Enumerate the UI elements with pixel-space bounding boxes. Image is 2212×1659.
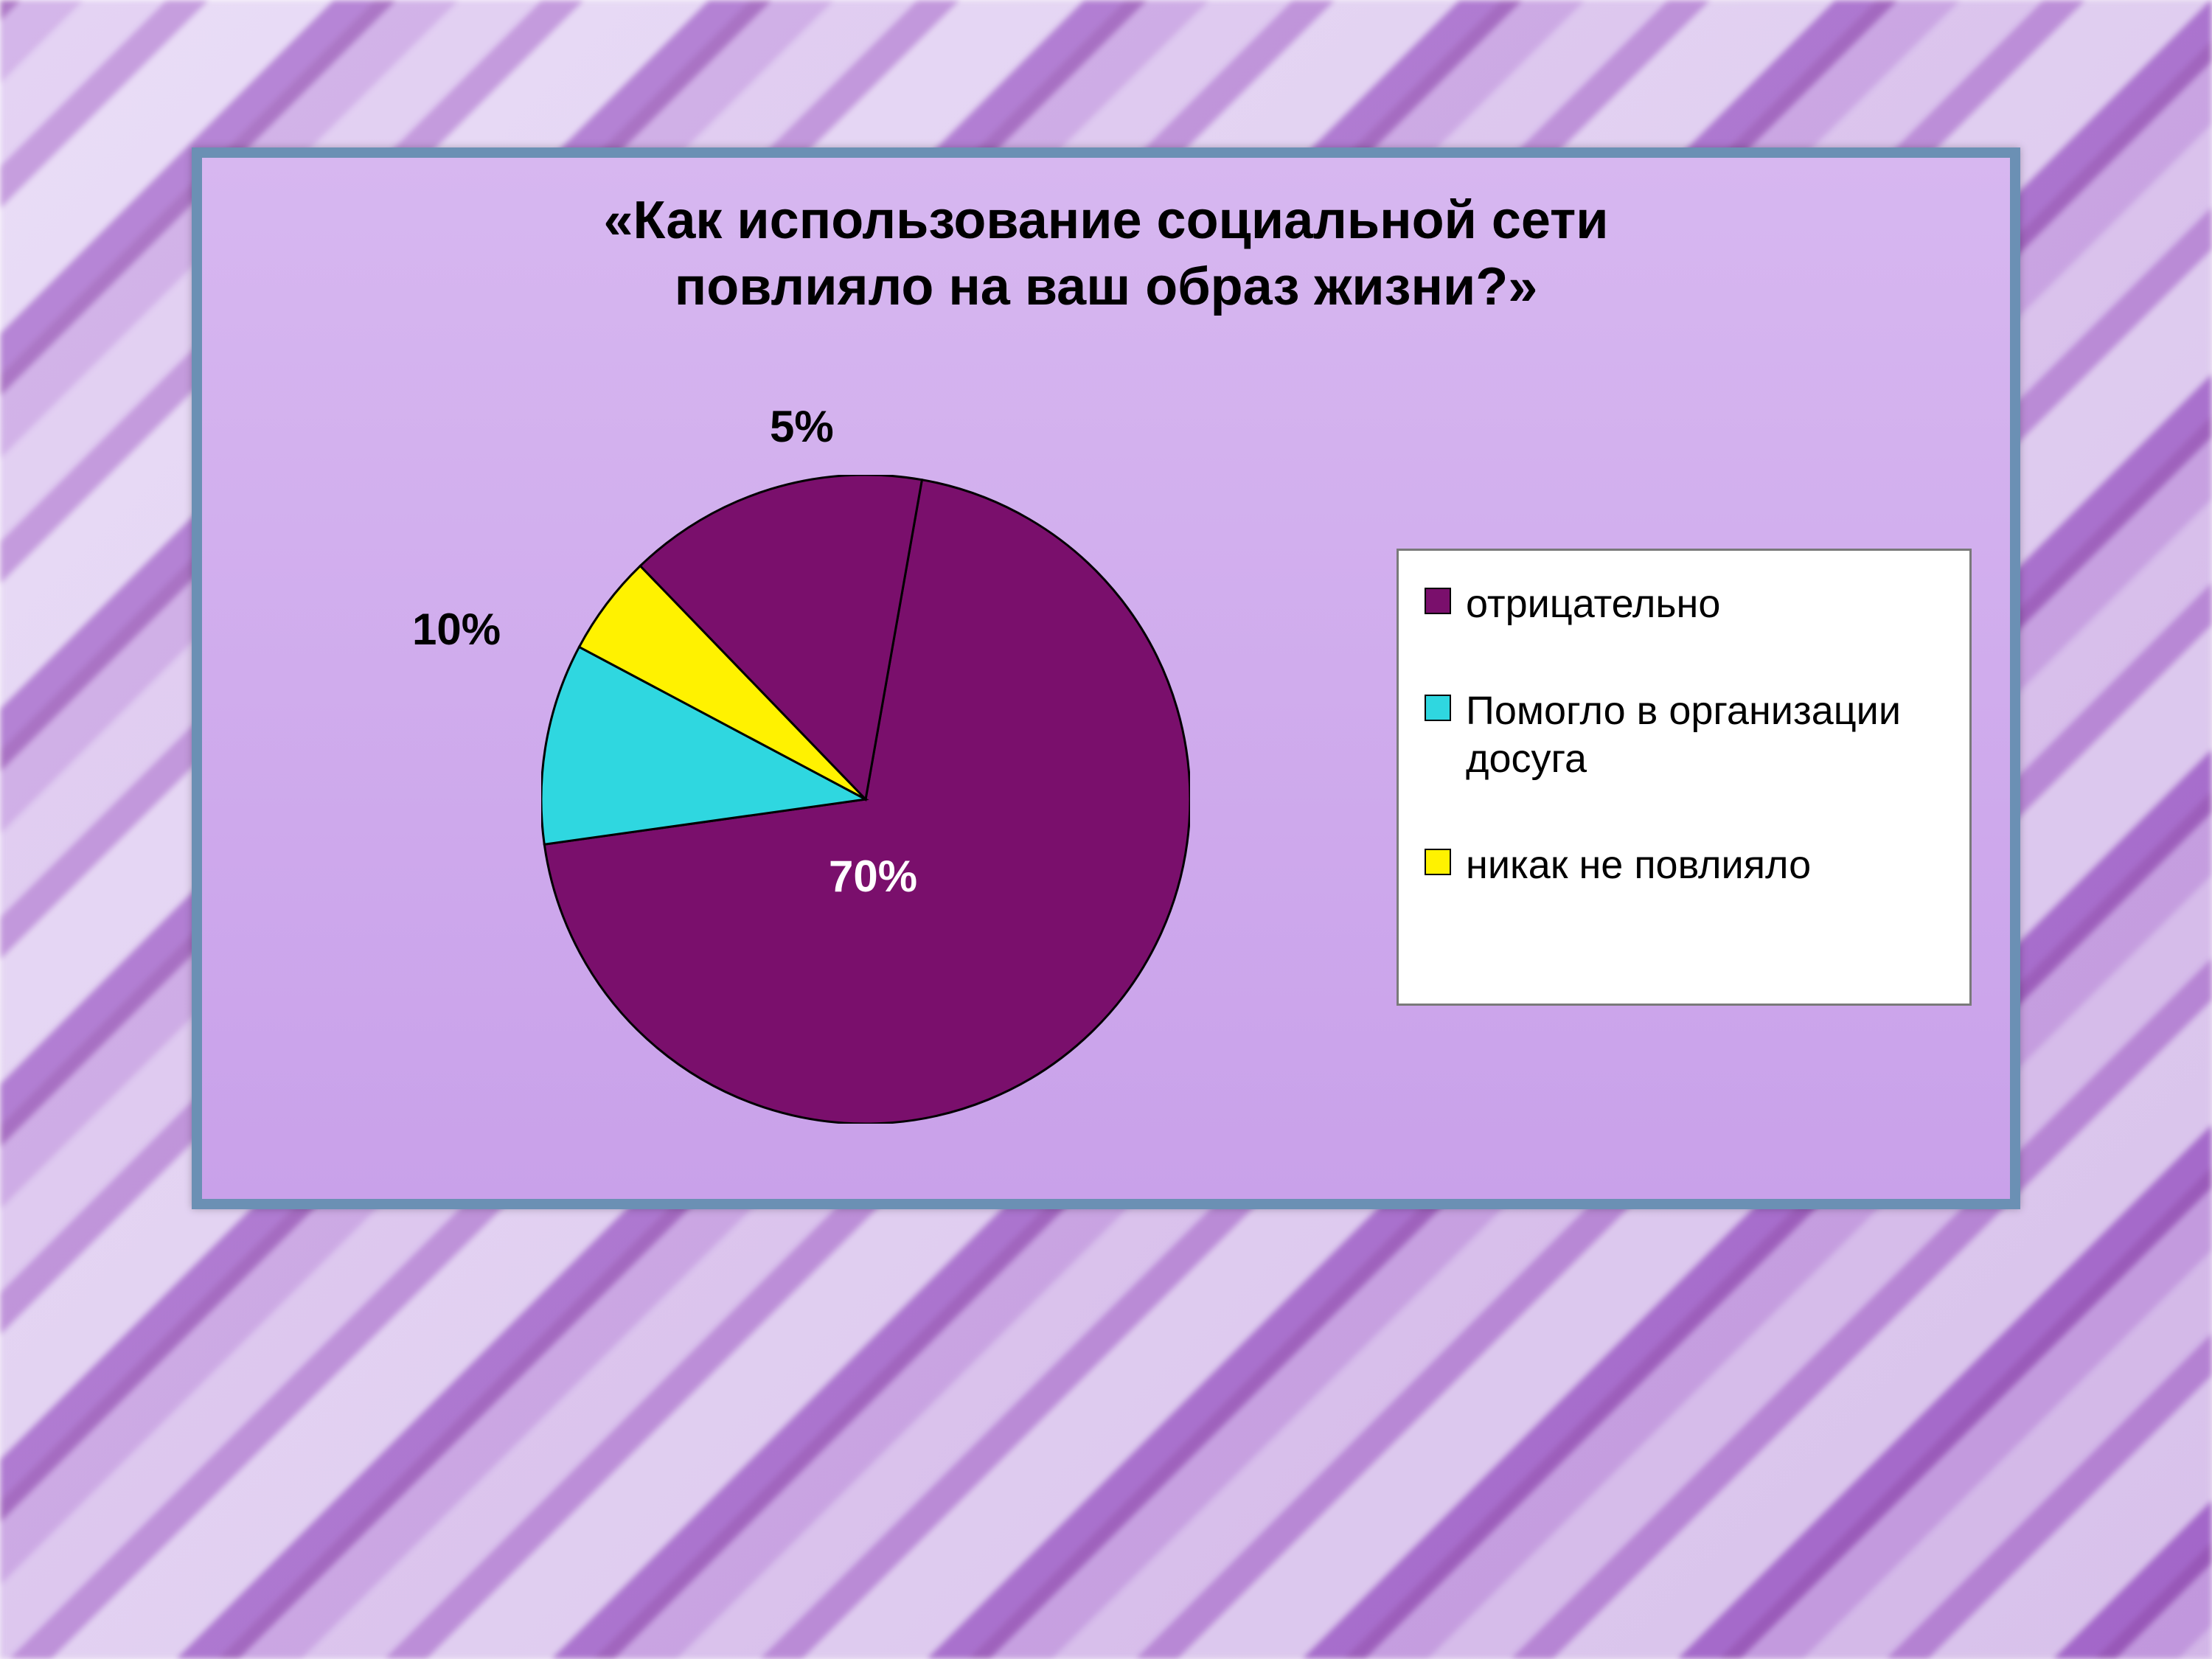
legend-label: отрицательно bbox=[1466, 580, 1720, 628]
legend-item: отрицательно bbox=[1425, 580, 1940, 628]
chart-panel-fill: «Как использование социальной сети повли… bbox=[202, 158, 2010, 1199]
legend-label: Помогло в организации досуга bbox=[1466, 687, 1940, 783]
legend-swatch bbox=[1425, 849, 1451, 875]
legend-swatch bbox=[1425, 588, 1451, 614]
chart-title: «Как использование социальной сети повли… bbox=[202, 187, 2010, 320]
legend: отрицательно Помогло в организации досуга… bbox=[1397, 549, 1972, 1006]
data-label-70: 70% bbox=[829, 851, 917, 902]
legend-item: Помогло в организации досуга bbox=[1425, 687, 1940, 783]
pie-chart-svg bbox=[541, 475, 1190, 1124]
legend-item: никак не повлияло bbox=[1425, 841, 1940, 889]
chart-panel: «Как использование социальной сети повли… bbox=[192, 147, 2020, 1209]
data-label-10: 10% bbox=[412, 604, 501, 655]
legend-swatch bbox=[1425, 695, 1451, 721]
pie-chart bbox=[541, 475, 1190, 1124]
legend-label: никак не повлияло bbox=[1466, 841, 1811, 889]
data-label-5: 5% bbox=[770, 401, 834, 452]
